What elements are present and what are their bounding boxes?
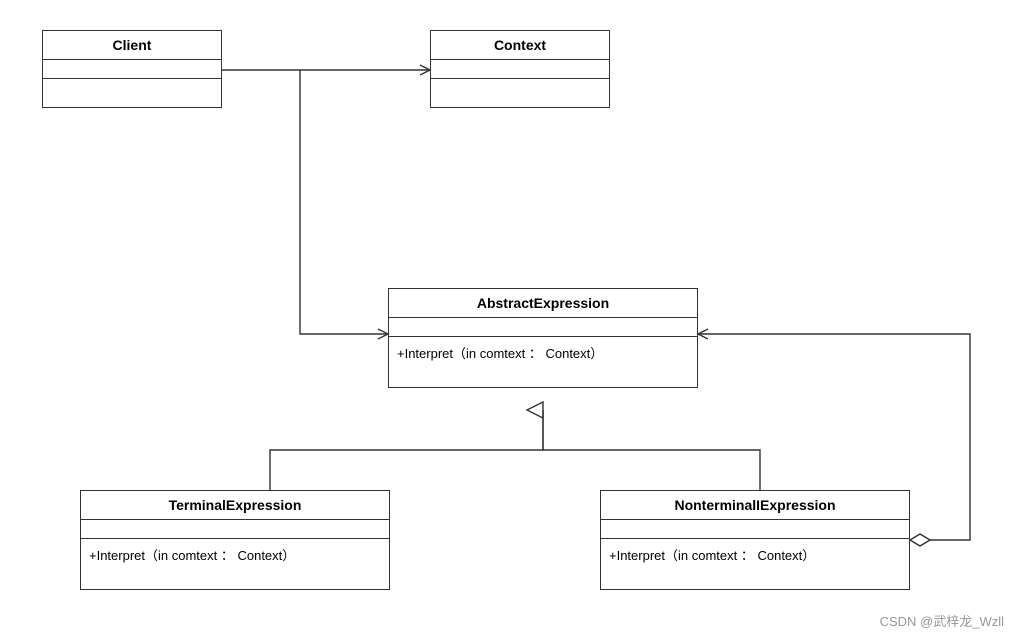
class-attrs bbox=[601, 520, 909, 539]
class-terminal-expression: TerminalExpression +Interpret（in comtext… bbox=[80, 490, 390, 590]
uml-diagram: { "diagram": { "type": "uml-class-diagra… bbox=[0, 0, 1018, 636]
edge-client-abstract bbox=[300, 70, 388, 334]
class-name: NonterminalIExpression bbox=[601, 491, 909, 520]
class-attrs bbox=[43, 60, 221, 79]
class-ops: +Interpret（in comtext ： Context） bbox=[601, 539, 909, 570]
class-client: Client bbox=[42, 30, 222, 108]
class-attrs bbox=[431, 60, 609, 79]
class-ops bbox=[431, 79, 609, 109]
class-abstract-expression: AbstractExpression +Interpret（in comtext… bbox=[388, 288, 698, 388]
edge-terminal-generalization bbox=[270, 410, 543, 490]
class-attrs bbox=[81, 520, 389, 539]
class-name: Context bbox=[431, 31, 609, 60]
class-name: TerminalExpression bbox=[81, 491, 389, 520]
edge-nonterminal-generalization bbox=[543, 410, 760, 490]
class-ops: +Interpret（in comtext ： Context） bbox=[389, 337, 697, 368]
class-ops: +Interpret（in comtext ： Context） bbox=[81, 539, 389, 570]
class-name: Client bbox=[43, 31, 221, 60]
watermark: CSDN @武梓龙_Wzll bbox=[880, 611, 1004, 630]
class-context: Context bbox=[430, 30, 610, 108]
class-attrs bbox=[389, 318, 697, 337]
class-name: AbstractExpression bbox=[389, 289, 697, 318]
class-nonterminal-expression: NonterminalIExpression +Interpret（in com… bbox=[600, 490, 910, 590]
class-ops bbox=[43, 79, 221, 109]
